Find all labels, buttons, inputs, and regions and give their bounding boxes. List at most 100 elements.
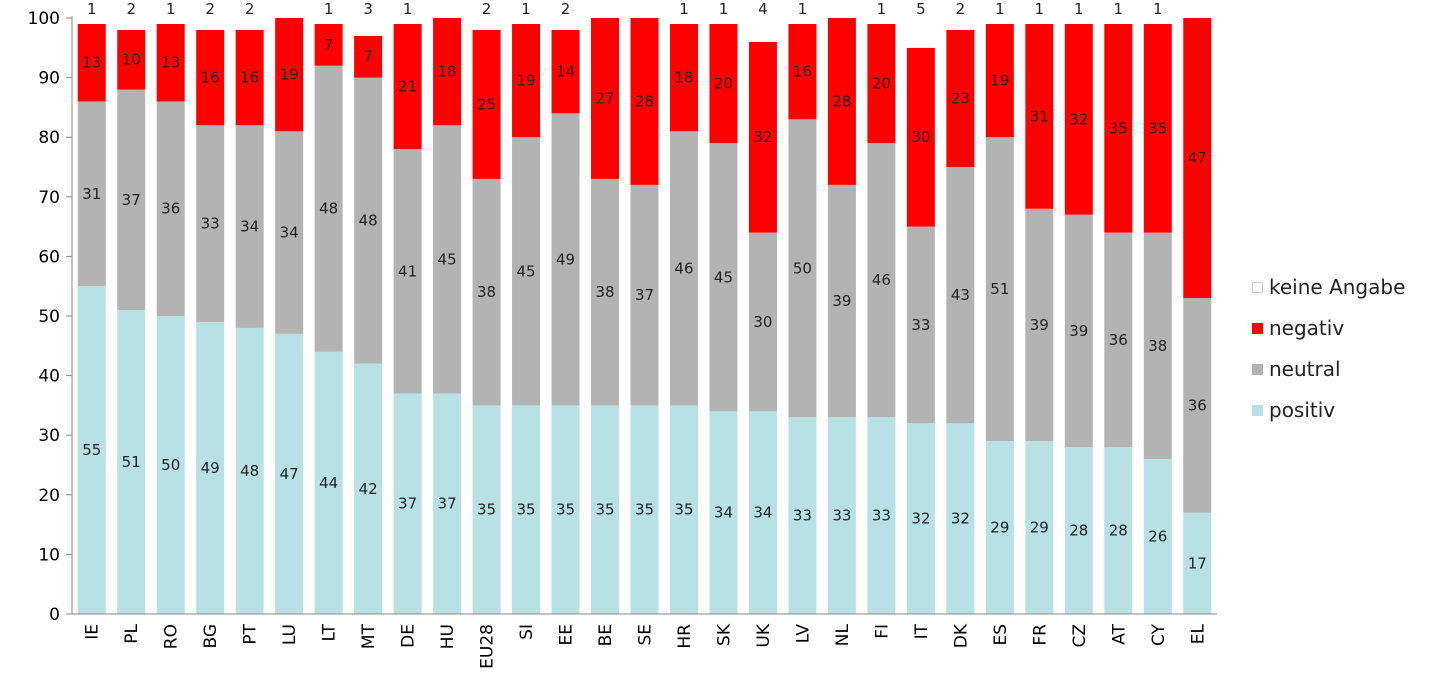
bar-segment-keine-angabe (314, 18, 343, 24)
bar-segment-neutral (275, 131, 304, 334)
bar-segment-negativ (156, 23, 185, 102)
data-label: 2 (561, 0, 571, 18)
bar-segment-negativ (551, 29, 580, 114)
data-label: 3 (363, 0, 373, 18)
y-tick-label: 100 (28, 9, 60, 29)
bar-segment-neutral (709, 143, 738, 412)
x-tick-label: EE (557, 624, 577, 645)
bar-segment-negativ (472, 29, 501, 179)
data-label: 2 (482, 0, 492, 18)
bar-segment-negativ (117, 29, 146, 90)
x-tick-label: HR (675, 624, 695, 649)
data-label: 33 (911, 316, 930, 334)
x-tick-label: BE (596, 624, 616, 646)
data-label: 2 (205, 0, 215, 18)
y-tick-label: 60 (38, 247, 60, 267)
bar-segment-neutral (1025, 208, 1054, 442)
legend-label: positiv (1269, 398, 1336, 422)
data-label: 30 (911, 128, 930, 146)
bar-segment-negativ (1183, 18, 1212, 299)
y-tick-label: 90 (38, 69, 60, 89)
x-tick-label: PL (122, 623, 142, 643)
data-label: 10 (122, 51, 141, 69)
bar-segment-neutral (1143, 232, 1172, 460)
data-label: 1 (1074, 0, 1084, 18)
data-label: 32 (753, 128, 772, 146)
data-label: 38 (1148, 337, 1167, 355)
data-label: 19 (280, 66, 299, 84)
x-tick-label: SK (714, 623, 734, 646)
data-label: 28 (635, 92, 654, 110)
bar-segment-keine-angabe (354, 18, 383, 36)
bar-segment-positiv (314, 351, 343, 614)
bar-segment-negativ (393, 23, 422, 150)
bar-segment-positiv (1064, 447, 1093, 614)
bar-segment-neutral (433, 125, 462, 394)
data-label: 1 (719, 0, 729, 18)
data-label: 16 (793, 63, 812, 81)
bar-segment-neutral (472, 178, 501, 406)
x-tick-label: DE (399, 624, 419, 648)
bar-segment-positiv (275, 333, 304, 614)
bar-segment-negativ (748, 41, 777, 233)
bar-segment-positiv (1143, 459, 1172, 614)
x-tick-label: LU (280, 624, 300, 645)
bar-segment-keine-angabe (551, 18, 580, 30)
bar-segment-positiv (1183, 512, 1212, 614)
data-label: 14 (556, 63, 575, 81)
data-label: 47 (1188, 149, 1207, 167)
data-label: 21 (398, 78, 417, 96)
bar-segment-keine-angabe (472, 18, 501, 30)
bar-segment-keine-angabe (117, 18, 146, 30)
bar-segment-neutral (788, 119, 817, 418)
legend-item-keine-angabe: keine Angabe (1252, 272, 1405, 302)
data-label: 35 (1109, 119, 1128, 137)
data-label: 35 (1148, 119, 1167, 137)
bar-segment-keine-angabe (156, 18, 185, 24)
x-tick-label: IT (912, 623, 932, 639)
bar-segment-keine-angabe (748, 18, 777, 42)
x-tick-label: CY (1149, 623, 1169, 646)
bar-segment-positiv (788, 417, 817, 614)
bar-segment-neutral (314, 65, 343, 352)
legend-item-neutral: neutral (1252, 354, 1405, 384)
data-label: 13 (82, 54, 101, 72)
bar-segment-negativ (709, 23, 738, 144)
data-label: 17 (1188, 554, 1207, 572)
data-label: 1 (1153, 0, 1163, 18)
bar-segment-positiv (117, 310, 146, 614)
y-tick-label: 70 (38, 188, 60, 208)
data-label: 45 (438, 250, 457, 268)
bar-segment-neutral (827, 184, 856, 418)
legend-swatch-positiv (1252, 404, 1263, 416)
data-label: 26 (1148, 528, 1167, 546)
data-label: 39 (832, 292, 851, 310)
legend-label: negativ (1269, 316, 1345, 340)
bar-segment-neutral (512, 137, 541, 406)
legend: keine Angabe negativ neutral positiv (1252, 272, 1405, 436)
data-label: 36 (1109, 331, 1128, 349)
bar-segment-negativ (827, 18, 856, 185)
data-label: 36 (1188, 396, 1207, 414)
data-label: 19 (990, 72, 1009, 90)
legend-label: keine Angabe (1269, 275, 1406, 299)
x-tick-label: MT (359, 623, 379, 649)
bar-segment-keine-angabe (1104, 18, 1133, 24)
data-label: 7 (324, 36, 334, 54)
data-label: 1 (679, 0, 689, 18)
data-label: 37 (398, 495, 417, 513)
data-label: 1 (798, 0, 808, 18)
data-label: 48 (319, 200, 338, 218)
x-tick-label: LV (793, 624, 813, 644)
data-label: 46 (872, 271, 891, 289)
data-label: 34 (714, 504, 733, 522)
bar-segment-positiv (906, 423, 935, 614)
bar-segment-keine-angabe (393, 18, 422, 24)
bar-segment-positiv (709, 411, 738, 614)
data-label: 1 (1035, 0, 1045, 18)
data-label: 1 (1114, 0, 1124, 18)
x-tick-label: ES (991, 624, 1011, 646)
bar-segment-keine-angabe (196, 18, 225, 30)
bar-segment-positiv (1104, 447, 1133, 614)
data-label: 16 (201, 69, 220, 87)
